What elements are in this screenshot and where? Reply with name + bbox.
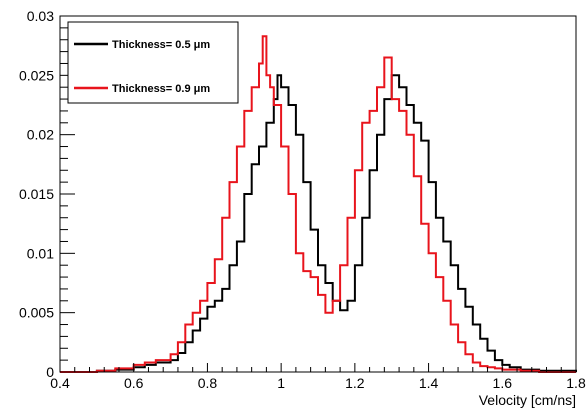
y-tick-label: 0.01 bbox=[27, 245, 54, 261]
x-tick-label: 0.8 bbox=[198, 375, 218, 391]
y-tick-label: 0.015 bbox=[19, 186, 54, 202]
series-line-0 bbox=[60, 74, 577, 373]
tick-layer: 0.4 0.6 0.8 1 1.2 1.4 1.6 1.8 0 0.005 0.01 0.015 0.0… bbox=[19, 8, 586, 391]
y-tick-label: 0.03 bbox=[27, 8, 54, 24]
legend-label-0: Thickness= 0.5 μm bbox=[112, 39, 210, 51]
x-tick-label: 1.4 bbox=[419, 375, 439, 391]
x-axis-title: Velocity [cm/ns] bbox=[479, 392, 576, 408]
x-tick-label: 1.8 bbox=[566, 375, 586, 391]
y-tick-label: 0.025 bbox=[19, 67, 54, 83]
x-tick-label: 1.6 bbox=[493, 375, 513, 391]
y-tick-label: 0 bbox=[46, 364, 54, 380]
legend: Thickness= 0.5 μm Thickness= 0.9 μm bbox=[67, 21, 239, 104]
x-tick-label: 0.6 bbox=[124, 375, 144, 391]
legend-label-1: Thickness= 0.9 μm bbox=[112, 83, 210, 95]
series-line-1 bbox=[60, 35, 576, 373]
x-tick-label: 1.2 bbox=[345, 375, 365, 391]
series-layer bbox=[60, 35, 577, 373]
x-tick-label: 1 bbox=[277, 375, 285, 391]
legend-box bbox=[67, 21, 239, 104]
x-tick-label: 0.4 bbox=[50, 375, 70, 391]
y-tick-label: 0.02 bbox=[27, 127, 54, 143]
y-tick-label: 0.005 bbox=[19, 305, 54, 321]
